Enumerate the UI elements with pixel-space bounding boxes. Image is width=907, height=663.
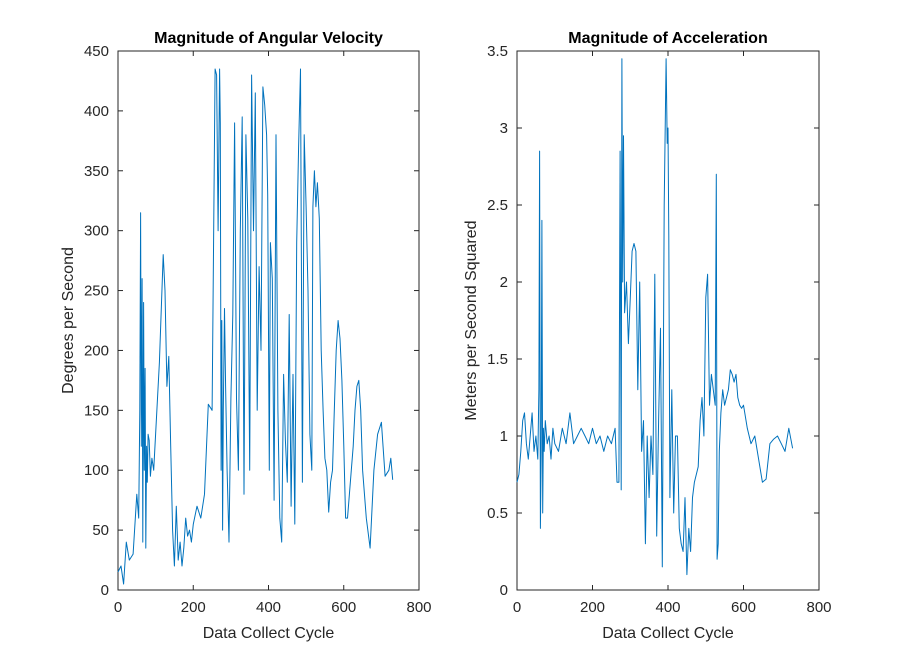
- acceleration-ytick-label: 0: [500, 582, 508, 599]
- angular-velocity-ytick-label: 450: [84, 43, 109, 60]
- angular-velocity-ytick-label: 350: [84, 163, 109, 180]
- angular-velocity-ytick-label: 400: [84, 103, 109, 120]
- acceleration-xtick-label: 400: [655, 599, 680, 616]
- acceleration-axes: Magnitude of Acceleration Data Collect C…: [463, 30, 832, 642]
- acceleration-title: Magnitude of Acceleration: [568, 30, 767, 47]
- acceleration-ytick-label: 0.5: [487, 505, 508, 522]
- angular-velocity-ytick-label: 300: [84, 223, 109, 240]
- acceleration-ytick-label: 1.5: [487, 351, 508, 368]
- acceleration-ytick-label: 3: [500, 120, 508, 137]
- acceleration-lines: [516, 58, 794, 576]
- angular-velocity-ytick-label: 150: [84, 402, 109, 419]
- acceleration-series-line: [516, 58, 794, 576]
- angular-velocity-ylabel: Degrees per Second: [60, 247, 77, 394]
- angular-velocity-ytick-label: 0: [101, 582, 109, 599]
- angular-velocity-xtick-label: 800: [406, 599, 431, 616]
- angular-velocity-xticks: 0 200 400 600 800: [114, 51, 432, 616]
- acceleration-xticks: 0 200 400 600 800: [513, 51, 832, 616]
- acceleration-xtick-label: 0: [513, 599, 521, 616]
- acceleration-xtick-label: 600: [731, 599, 756, 616]
- angular-velocity-yticks: 0 50 100 150 200 250 300 350 400 450: [84, 43, 419, 599]
- angular-velocity-title: Magnitude of Angular Velocity: [154, 30, 383, 47]
- acceleration-xlabel: Data Collect Cycle: [602, 625, 734, 642]
- acceleration-yticks: 0 0.5 1 1.5 2 2.5 3 3.5: [487, 43, 819, 599]
- acceleration-xtick-label: 200: [580, 599, 605, 616]
- angular-velocity-lines: [117, 68, 394, 585]
- angular-velocity-ytick-label: 200: [84, 342, 109, 359]
- angular-velocity-xtick-label: 0: [114, 599, 122, 616]
- angular-velocity-xtick-label: 600: [331, 599, 356, 616]
- acceleration-ytick-label: 2.5: [487, 197, 508, 214]
- acceleration-ylabel: Meters per Second Squared: [463, 220, 480, 420]
- angular-velocity-axes: Magnitude of Angular Velocity Data Colle…: [60, 30, 432, 642]
- angular-velocity-xlabel: Data Collect Cycle: [203, 625, 335, 642]
- angular-velocity-ytick-label: 50: [92, 522, 109, 539]
- acceleration-xtick-label: 800: [806, 599, 831, 616]
- angular-velocity-ytick-label: 100: [84, 462, 109, 479]
- angular-velocity-xtick-label: 400: [256, 599, 281, 616]
- angular-velocity-ytick-label: 250: [84, 283, 109, 300]
- acceleration-ytick-label: 1: [500, 428, 508, 445]
- angular-velocity-xtick-label: 200: [181, 599, 206, 616]
- acceleration-ytick-label: 3.5: [487, 43, 508, 60]
- acceleration-ytick-label: 2: [500, 274, 508, 291]
- angular-velocity-series-line: [117, 68, 394, 585]
